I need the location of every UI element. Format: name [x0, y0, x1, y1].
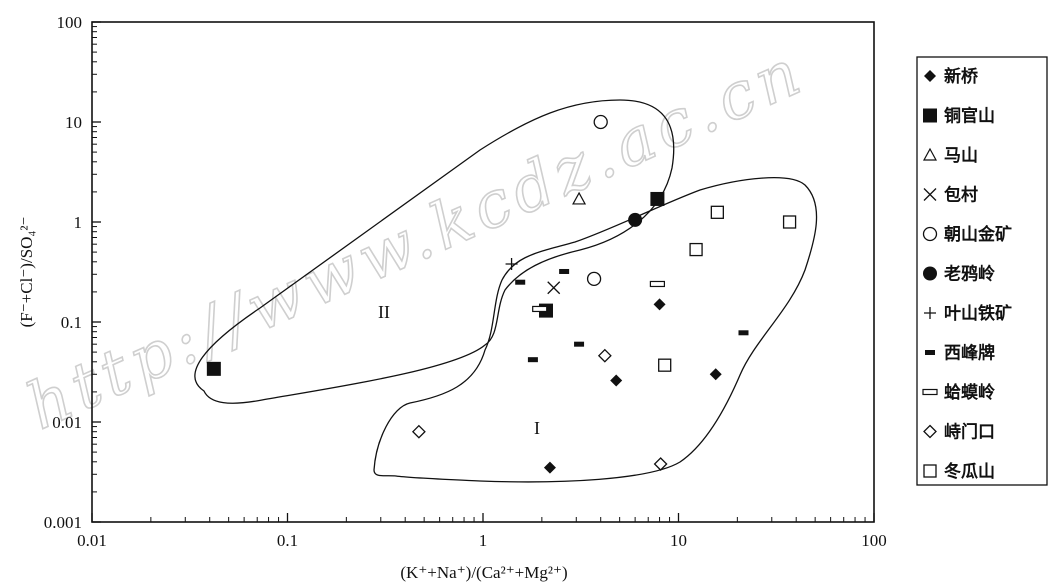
legend-label: 铜官山 — [944, 106, 995, 127]
legend-label: 新桥 — [944, 66, 979, 87]
data-point-2 — [572, 191, 587, 205]
region-label-II: II — [378, 302, 390, 322]
x-axis-label: (K⁺+Na⁺)/(Ca²⁺+Mg²⁺) — [400, 563, 567, 582]
data-point-5 — [628, 212, 643, 227]
data-point-10 — [710, 205, 724, 219]
data-point-7 — [527, 357, 538, 363]
region-boundaries — [194, 99, 818, 483]
legend-marker — [924, 70, 936, 82]
x-tick-label: 0.1 — [277, 531, 298, 550]
legend-marker — [922, 226, 938, 242]
data-point-7 — [515, 279, 526, 285]
legend-label: 冬瓜山 — [944, 461, 995, 482]
data-point-9 — [653, 457, 668, 471]
data-point-10 — [782, 215, 797, 229]
data-point-0 — [543, 461, 556, 474]
legend-label: 包村 — [944, 185, 978, 206]
data-point-9 — [597, 348, 612, 363]
y-tick-label: 10 — [65, 113, 82, 132]
legend-marker — [922, 147, 938, 161]
legend-label: 叶山铁矿 — [944, 303, 1012, 324]
y-axis-label: (F⁻+Cl⁻)/SO₄²⁻ — [17, 217, 36, 328]
data-point-8 — [532, 305, 548, 313]
data-point-9 — [411, 424, 426, 439]
legend-label: 蛤蟆岭 — [944, 382, 995, 403]
x-tick-label: 100 — [861, 531, 887, 550]
data-point-7 — [559, 268, 570, 274]
data-point-7 — [574, 341, 585, 347]
legend-label: 老鸦岭 — [943, 264, 995, 285]
data-point-7 — [738, 330, 749, 336]
y-tick-label: 1 — [74, 213, 83, 232]
y-tick-label: 0.1 — [61, 313, 82, 332]
legend-marker — [925, 350, 935, 355]
legend-marker — [923, 266, 937, 281]
data-point-10 — [658, 358, 672, 372]
legend-label: 西峰牌 — [944, 343, 995, 364]
legend-marker — [922, 388, 938, 396]
data-point-8 — [649, 280, 666, 288]
legend-label: 峙门口 — [944, 422, 995, 443]
data-points — [206, 114, 797, 474]
data-point-1 — [650, 191, 665, 206]
data-point-0 — [709, 368, 722, 381]
legend-label: 朝山金矿 — [944, 224, 1012, 245]
data-point-10 — [689, 242, 703, 257]
region-boundary-I — [373, 177, 818, 483]
legend-label: 马山 — [944, 146, 978, 166]
data-point-4 — [586, 271, 602, 287]
legend-box — [916, 56, 1048, 486]
x-tick-label: 1 — [479, 531, 488, 550]
legend-marker — [923, 424, 937, 439]
legend-marker — [923, 464, 937, 478]
legend-marker — [923, 108, 937, 123]
data-point-3 — [547, 281, 561, 295]
y-tick-label: 0.01 — [52, 413, 82, 432]
watermark-text: http://www.kcdz.ac.cn — [16, 34, 816, 444]
x-tick-label: 10 — [670, 531, 687, 550]
legend-marker — [924, 307, 936, 319]
data-point-0 — [610, 374, 623, 387]
data-point-1 — [206, 361, 221, 376]
data-point-4 — [593, 114, 608, 130]
x-tick-label: 0.01 — [77, 531, 107, 550]
legend-marker — [923, 188, 937, 201]
y-tick-label: 100 — [57, 13, 83, 32]
data-point-6 — [505, 258, 518, 271]
y-tick-label: 0.001 — [44, 513, 82, 532]
region-label-I: I — [534, 418, 540, 438]
data-point-0 — [653, 298, 666, 311]
region-boundary-II — [194, 99, 675, 404]
